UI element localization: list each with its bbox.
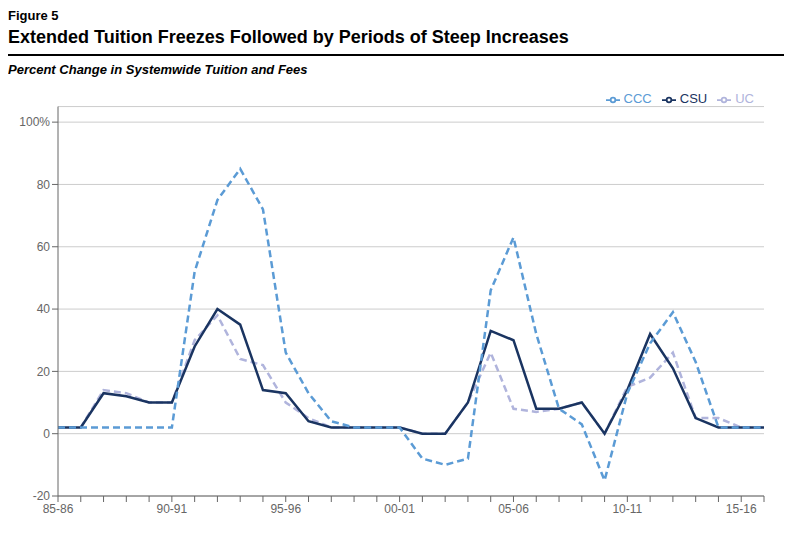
svg-text:80: 80 — [37, 178, 51, 192]
html-text:Extended Tuition Freezes Follo: Extended Tuition Freezes Followed by Per… — [8, 27, 569, 47]
svg-text:60: 60 — [37, 240, 51, 254]
svg-text:15-16: 15-16 — [726, 502, 757, 516]
html-text:CCC: CCC — [623, 91, 652, 106]
svg-text:0: 0 — [43, 427, 50, 441]
svg-text:00-01: 00-01 — [384, 502, 415, 516]
svg-text:90-91: 90-91 — [157, 502, 188, 516]
svg-text:10-11: 10-11 — [612, 502, 642, 516]
html-text:CSU: CSU — [679, 91, 708, 106]
svg-text:85-86: 85-86 — [43, 502, 74, 516]
svg-text:40: 40 — [37, 302, 51, 316]
svg-text:05-06: 05-06 — [498, 502, 529, 516]
svg-text:20: 20 — [37, 365, 51, 379]
html-text:Percent Change in Systemwide T: Percent Change in Systemwide Tuition and… — [8, 62, 308, 77]
html-text:UC: UC — [735, 91, 754, 106]
svg-text:100%: 100% — [19, 115, 50, 129]
html-text:Figure 5: Figure 5 — [8, 8, 59, 23]
svg-text:95-96: 95-96 — [270, 502, 301, 516]
svg-text:-20: -20 — [33, 489, 51, 503]
